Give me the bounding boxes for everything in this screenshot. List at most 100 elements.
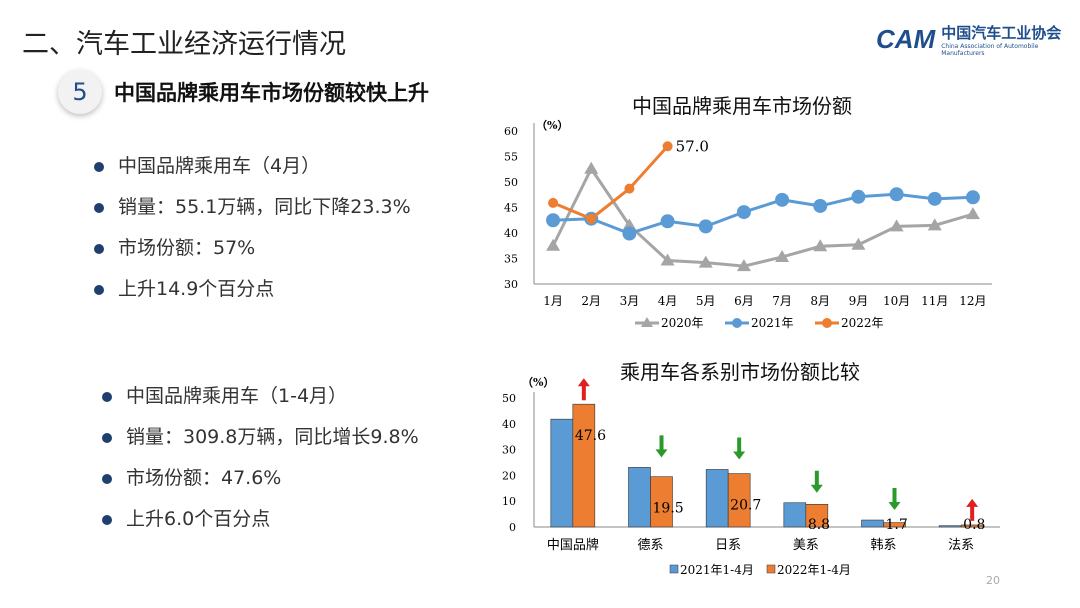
x-tick-label: 12月 <box>959 294 986 308</box>
data-point <box>851 237 866 250</box>
data-point <box>965 207 980 220</box>
bullet-text: 销量：55.1万辆，同比下降23.3% <box>118 196 411 218</box>
y-tick-label: 40 <box>504 227 518 240</box>
y-tick-label: 30 <box>504 278 518 291</box>
data-point <box>622 218 637 231</box>
x-tick-label: 日系 <box>715 538 741 553</box>
section-heading: 5 中国品牌乘用车市场份额较快上升 <box>58 70 429 114</box>
y-tick-label: 30 <box>502 444 516 457</box>
bullet-item: 市场份额：47.6% <box>102 458 419 499</box>
y-tick-label: 10 <box>502 495 516 508</box>
bullet-item: 市场份额：57% <box>94 228 411 269</box>
data-point <box>660 214 675 229</box>
series-line-2022年 <box>552 145 669 221</box>
bullet-item: 上升14.9个百分点 <box>94 269 411 310</box>
bullet-dot-icon <box>102 391 112 402</box>
logo-cn: 中国汽车工业协会 <box>941 24 1062 42</box>
bullet-dot-icon <box>94 243 104 254</box>
cam-logo-icon: CAM <box>876 24 936 54</box>
logo-en: China Association of Automobile Manufact… <box>941 43 1039 57</box>
data-point <box>775 249 790 262</box>
data-point <box>586 213 597 224</box>
data-label: 19.5 <box>653 501 684 517</box>
legend-label: 2022年1-4月 <box>777 563 851 577</box>
trend-down-arrow-icon <box>655 435 668 458</box>
x-tick-label: 韩系 <box>870 538 896 553</box>
bullet-item: 中国品牌乘用车（1-4月） <box>102 376 419 417</box>
data-point <box>889 187 904 202</box>
bullet-text: 中国品牌乘用车（4月） <box>118 155 321 177</box>
data-label: 47.6 <box>575 428 606 444</box>
data-point <box>736 259 751 272</box>
x-tick-label: 6月 <box>734 294 754 308</box>
x-tick-label: 3月 <box>620 294 640 308</box>
bar-2021年1-4月 <box>550 418 574 528</box>
bullet-dot-icon <box>94 161 104 172</box>
logo: CAM 中国汽车工业协会 China Association of Automo… <box>876 22 1080 57</box>
trend-down-arrow-icon <box>888 488 901 511</box>
data-point <box>546 213 561 228</box>
y-axis-label: （%） <box>522 376 554 389</box>
data-point <box>624 183 635 194</box>
legend-marker <box>732 318 742 328</box>
trend-up-arrow-icon <box>577 378 590 401</box>
legend-label: 2020年 <box>661 316 704 330</box>
x-tick-label: 11月 <box>921 294 948 308</box>
line-chart-title: 中国品牌乘用车市场份额 <box>632 94 852 118</box>
bar-chart: （%） 0 10 20 30 40 50 中国品牌 47.6 德系 19.5 日系 20.7 美系 8.8 韩… <box>502 376 1000 577</box>
x-tick-label: 7月 <box>772 294 792 308</box>
data-point <box>927 218 942 231</box>
bar-2021年1-4月 <box>783 502 807 528</box>
data-point <box>548 197 559 208</box>
data-point <box>889 219 904 232</box>
data-point <box>813 198 828 213</box>
data-point <box>622 226 637 241</box>
bullet-text: 上升6.0个百分点 <box>126 508 271 530</box>
trend-up-arrow-icon <box>966 498 979 521</box>
y-tick-label: 40 <box>502 418 516 431</box>
data-label: 1.7 <box>886 517 908 533</box>
x-tick-label: 美系 <box>793 538 819 553</box>
bar-2021年1-4月 <box>705 469 729 528</box>
bullet-dot-icon <box>102 473 112 484</box>
bullet-dot-icon <box>94 284 104 295</box>
bullet-item: 上升6.0个百分点 <box>102 499 419 540</box>
y-tick-label: 45 <box>504 202 518 215</box>
y-tick-label: 0 <box>509 521 516 534</box>
legend-swatch <box>669 564 679 574</box>
bar-2022年1-4月 <box>960 524 984 528</box>
line-chart: （%） 30 35 40 45 50 55 60 1月 2月 3月 4月 5月 6月 7月 8月 9月 10月 11… <box>504 119 992 330</box>
bullet-text: 上升14.9个百分点 <box>118 278 275 300</box>
bar-2022年1-4月 <box>572 403 596 528</box>
x-tick-label: 10月 <box>883 294 910 308</box>
series-line-2020年 <box>551 165 974 268</box>
x-tick-label: 1月 <box>543 294 563 308</box>
trend-down-arrow-icon <box>810 470 823 493</box>
bar-2022年1-4月 <box>883 522 906 528</box>
data-point <box>851 189 866 204</box>
bar-2022年1-4月 <box>805 503 829 528</box>
bar-2021年1-4月 <box>861 519 884 528</box>
bar-chart-title: 乘用车各系别市场份额比较 <box>620 360 860 384</box>
bullet-text: 市场份额：57% <box>118 237 256 259</box>
y-tick-label: 50 <box>502 392 516 405</box>
trend-down-arrow-icon <box>733 437 746 460</box>
y-axis-label: （%） <box>536 119 568 132</box>
bar-2021年1-4月 <box>628 467 651 528</box>
y-tick-label: 60 <box>504 125 518 138</box>
bullet-dot-icon <box>102 514 112 525</box>
bar-2022年1-4月 <box>727 473 751 528</box>
data-point <box>698 219 713 234</box>
data-point <box>584 161 599 174</box>
legend-label: 2021年 <box>751 316 794 330</box>
legend-marker <box>641 317 653 327</box>
bar-2021年1-4月 <box>938 525 962 528</box>
data-point <box>660 253 675 266</box>
y-tick-label: 55 <box>504 151 518 164</box>
data-point <box>775 192 790 207</box>
slide-header: 二、汽车工业经济运行情况 <box>22 29 346 60</box>
data-label: 57.0 <box>676 137 709 155</box>
y-tick-label: 20 <box>502 469 516 482</box>
data-point <box>736 205 751 220</box>
page-number: 20 <box>986 574 1000 587</box>
